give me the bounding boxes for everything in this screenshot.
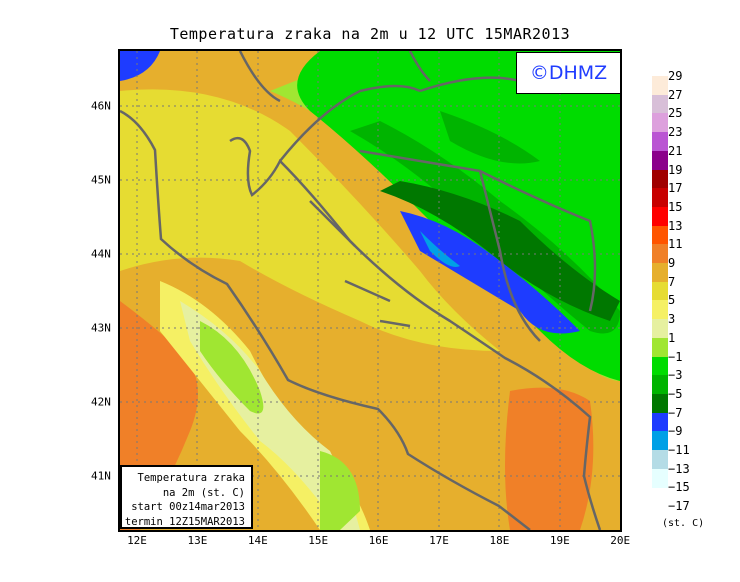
grid xyxy=(120,51,620,530)
legend-label: 29 xyxy=(668,69,683,83)
legend-label: 1 xyxy=(668,330,676,345)
legend-swatch xyxy=(652,356,668,376)
legend-label: 25 xyxy=(668,106,683,121)
lon-tick-label: 14E xyxy=(247,534,268,547)
legend-swatch xyxy=(652,281,668,301)
legend-label: 3 xyxy=(668,312,676,327)
info-line: na 2m (st. C) xyxy=(162,486,245,499)
lat-tick-label: 45N xyxy=(91,173,111,187)
legend-label: 5 xyxy=(668,293,676,308)
legend-swatch xyxy=(652,169,668,189)
legend-label: −9 xyxy=(668,424,683,439)
lat-tick-label: 46N xyxy=(91,99,111,113)
field-minus11-minus9 xyxy=(420,231,460,267)
legend-label: 9 xyxy=(668,256,676,270)
legend-swatch xyxy=(652,206,668,227)
legend-label: 27 xyxy=(668,87,683,102)
legend-label: 13 xyxy=(668,218,683,233)
legend-label: −15 xyxy=(668,480,690,495)
lon-tick-label: 13E xyxy=(187,534,208,547)
legend-label: −3 xyxy=(668,368,683,383)
legend-swatch xyxy=(652,337,668,357)
field-cold-nw xyxy=(120,51,160,81)
legend-swatch xyxy=(652,468,668,488)
legend-label: −13 xyxy=(668,461,690,476)
lat-tick-label: 43N xyxy=(91,321,111,335)
legend-label: −7 xyxy=(668,405,683,420)
legend-swatch xyxy=(652,225,668,245)
legend-swatch xyxy=(652,76,668,96)
legend-label: −5 xyxy=(668,386,683,401)
legend-label: 21 xyxy=(668,143,683,158)
lat-tick-label: 42N xyxy=(91,395,111,409)
info-line: start 00z14mar2013 xyxy=(131,501,245,513)
dhmz-logo: ©DHMZ xyxy=(516,52,621,94)
legend-label: 15 xyxy=(668,199,683,214)
temperature-map xyxy=(118,49,622,532)
field-minus1-1-south xyxy=(200,321,360,530)
lon-tick-label: 19E xyxy=(549,534,570,547)
field-minus9-minus7 xyxy=(400,211,580,334)
legend-swatch xyxy=(652,450,668,470)
lon-tick-label: 12E xyxy=(127,534,147,547)
lon-tick-label: 20E xyxy=(610,534,631,547)
legend-label: 17 xyxy=(668,181,683,196)
lon-tick-label: 16E xyxy=(368,534,389,547)
legend-swatch xyxy=(652,244,668,264)
legend-swatch xyxy=(652,300,668,320)
lon-tick-label: 18E xyxy=(489,534,510,547)
legend-unit: (st. C) xyxy=(662,518,705,529)
legend-label: −17 xyxy=(668,499,690,514)
legend-swatch xyxy=(652,319,668,339)
lat-tick-label: 44N xyxy=(91,247,111,261)
info-line: Temperatura zraka xyxy=(137,472,245,484)
legend-label: 11 xyxy=(668,237,683,252)
field-5-7-west xyxy=(120,89,500,352)
legend-label: −11 xyxy=(668,443,690,457)
lon-tick-label: 17E xyxy=(429,534,449,547)
legend-swatch xyxy=(652,375,668,395)
legend-swatch xyxy=(652,188,668,208)
map-title: Temperatura zraka na 2m u 12 UTC 15MAR20… xyxy=(169,25,571,43)
legend-label: 19 xyxy=(668,162,683,177)
field-9-11-se xyxy=(505,387,594,530)
legend-swatch xyxy=(652,263,668,283)
info-line: termin 12Z15MAR2013 xyxy=(124,515,245,528)
info-box: Temperatura zraka na 2m (st. C) start 00… xyxy=(120,465,253,529)
legend-swatch xyxy=(652,94,668,114)
legend-label: 7 xyxy=(668,274,676,289)
lon-tick-label: 15E xyxy=(308,534,329,547)
coastlines-borders xyxy=(120,51,602,530)
legend-label: −1 xyxy=(668,349,683,364)
legend-swatch xyxy=(652,431,668,451)
legend-swatch xyxy=(652,113,668,133)
legend-swatch xyxy=(652,393,668,414)
lat-tick-label: 41N xyxy=(91,469,111,483)
legend-swatch xyxy=(652,150,668,170)
legend-swatch xyxy=(652,412,668,432)
legend-swatch xyxy=(652,132,668,152)
legend-label: 23 xyxy=(668,125,683,140)
